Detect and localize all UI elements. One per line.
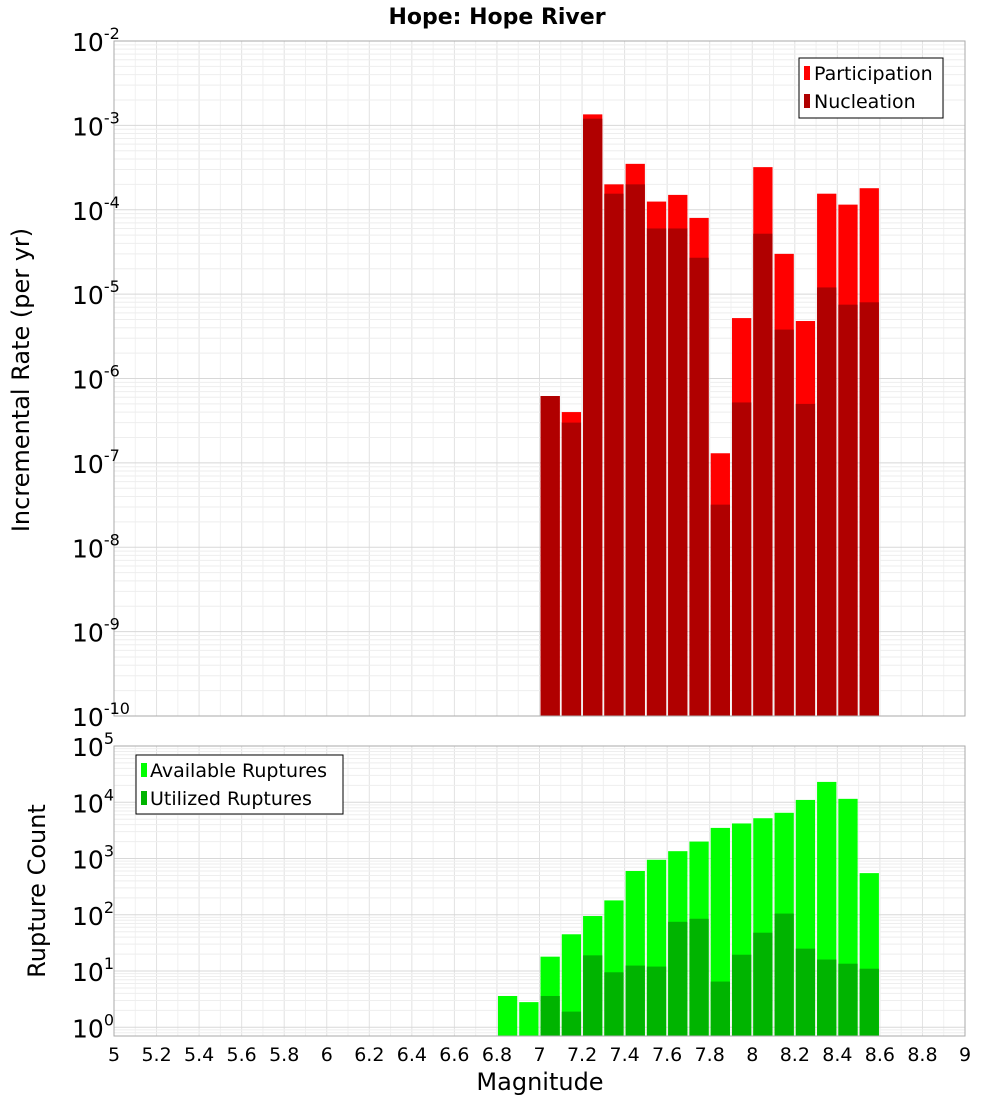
x-tick-label: 7.8 (695, 1044, 725, 1066)
x-tick-label: 5.6 (227, 1044, 257, 1066)
bottom-legend: Available Ruptures Utilized Ruptures (135, 754, 344, 815)
top-y-tick-label: 10-4 (72, 193, 120, 226)
bottom-plot-frame (113, 745, 966, 1037)
top-plot-frame (113, 40, 966, 717)
bottom-y-tick-label: 105 (72, 729, 114, 762)
x-tick-label: 6.4 (397, 1044, 427, 1066)
bottom-y-ticks: 105 104 103 102 101 100 (72, 729, 114, 1043)
bottom-bar-b (689, 918, 709, 1036)
x-tick-label: 8 (746, 1044, 758, 1066)
x-ticks: 5 5.2 5.4 5.6 5.8 6 6.2 6.4 6.6 6.8 7 7.2 7.4 7.6 7.8 8… (108, 1044, 971, 1066)
top-y-tick-label: 10-7 (72, 446, 120, 479)
x-tick-label: 6 (321, 1044, 333, 1066)
x-tick-label: 7.6 (652, 1044, 682, 1066)
top-y-tick-label: 10-9 (72, 615, 120, 648)
bottom-y-tick-label: 104 (72, 785, 114, 818)
top-y-ticks: 10-2 10-3 10-4 10-5 10-6 10-7 10-8 10-9 10-10 (72, 24, 130, 732)
top-y-tick-label: 10-3 (72, 108, 120, 141)
legend-label-participation: Participation (814, 63, 933, 85)
legend-swatch-utilized (141, 791, 147, 805)
bottom-bar-a (519, 1002, 539, 1036)
bottom-bars (497, 781, 879, 1036)
top-y-tick-label: 10-8 (72, 530, 120, 563)
incremental-rate-panel: 10-2 10-3 10-4 10-5 10-6 10-7 10-8 10-9 10-10 In… (7, 24, 966, 732)
bottom-bar-b (625, 965, 645, 1036)
top-y-tick-label: 10-5 (72, 277, 120, 310)
bottom-y-axis-label: Rupture Count (23, 804, 51, 978)
top-bars (540, 114, 879, 717)
top-bar-b (646, 228, 667, 716)
bottom-bar-b (540, 995, 560, 1036)
bottom-y-tick-label: 103 (72, 842, 114, 875)
top-bar-b (561, 422, 582, 716)
top-y-axis-label: Incremental Rate (per yr) (7, 228, 35, 532)
x-tick-label: 5.2 (141, 1044, 171, 1066)
bottom-bar-b (668, 921, 688, 1036)
bottom-bar-b (795, 948, 816, 1036)
top-bar-b (838, 304, 858, 716)
legend-label-nucleation: Nucleation (814, 91, 916, 113)
top-bar-b (625, 184, 645, 717)
legend-label-available: Available Ruptures (150, 760, 327, 782)
bottom-bar-b (753, 932, 773, 1036)
bottom-bar-a (497, 995, 518, 1036)
x-tick-label: 5 (108, 1044, 120, 1066)
top-bar-b (689, 257, 709, 716)
x-tick-label: 9 (959, 1044, 971, 1066)
bottom-y-tick-label: 100 (72, 1010, 114, 1043)
x-tick-label: 8.4 (822, 1044, 852, 1066)
top-bar-b (540, 396, 560, 716)
legend-swatch-nucleation (804, 94, 810, 108)
top-bar-b (774, 329, 794, 716)
bottom-bar-b (604, 972, 624, 1036)
top-legend: Participation Nucleation (798, 57, 944, 119)
x-tick-label: 6.6 (439, 1044, 469, 1066)
top-y-tick-label: 10-2 (72, 24, 120, 57)
top-y-tick-label: 10-10 (72, 699, 130, 732)
top-y-tick-label: 10-6 (72, 362, 120, 395)
bottom-y-tick-label: 101 (72, 954, 114, 987)
x-tick-label: 7.2 (567, 1044, 597, 1066)
bottom-bar-b (774, 913, 794, 1036)
top-bar-b (668, 228, 688, 716)
x-tick-label: 5.8 (269, 1044, 299, 1066)
top-bar-b (583, 118, 603, 716)
legend-swatch-participation (804, 66, 810, 80)
bottom-bar-b (859, 968, 879, 1036)
x-tick-label: 6.8 (482, 1044, 512, 1066)
top-bar-b (817, 287, 837, 716)
x-tick-label: 8.8 (907, 1044, 937, 1066)
top-bar-b (753, 233, 773, 716)
chart-title: Hope: Hope River (388, 5, 605, 30)
x-tick-label: 6.2 (354, 1044, 384, 1066)
bottom-bar-b (838, 963, 858, 1036)
rupture-count-panel: 105 104 103 102 101 100 5 5.2 5.4 5.6 5.8 6 6.2 6.4 6… (23, 729, 971, 1096)
bottom-bar-b (731, 954, 752, 1036)
bottom-bar-b (583, 955, 603, 1036)
legend-label-utilized: Utilized Ruptures (150, 788, 312, 810)
x-tick-label: 7.4 (609, 1044, 639, 1066)
top-bar-b (859, 302, 879, 716)
bottom-bar-b (646, 966, 667, 1036)
x-axis-label: Magnitude (476, 1068, 603, 1096)
bottom-bar-b (710, 981, 730, 1036)
top-bar-b (710, 504, 730, 716)
top-bar-b (604, 193, 624, 716)
top-grid (113, 41, 966, 717)
bottom-bar-b (561, 1011, 582, 1036)
bottom-y-tick-label: 102 (72, 898, 114, 931)
x-tick-label: 5.4 (184, 1044, 214, 1066)
top-bar-b (795, 403, 816, 716)
top-bar-b (731, 402, 752, 716)
bottom-bar-b (817, 959, 837, 1036)
x-tick-label: 7 (533, 1044, 545, 1066)
bottom-bar-a (561, 934, 582, 1036)
x-tick-label: 8.6 (865, 1044, 895, 1066)
x-tick-label: 8.2 (780, 1044, 810, 1066)
legend-swatch-available (141, 763, 147, 777)
